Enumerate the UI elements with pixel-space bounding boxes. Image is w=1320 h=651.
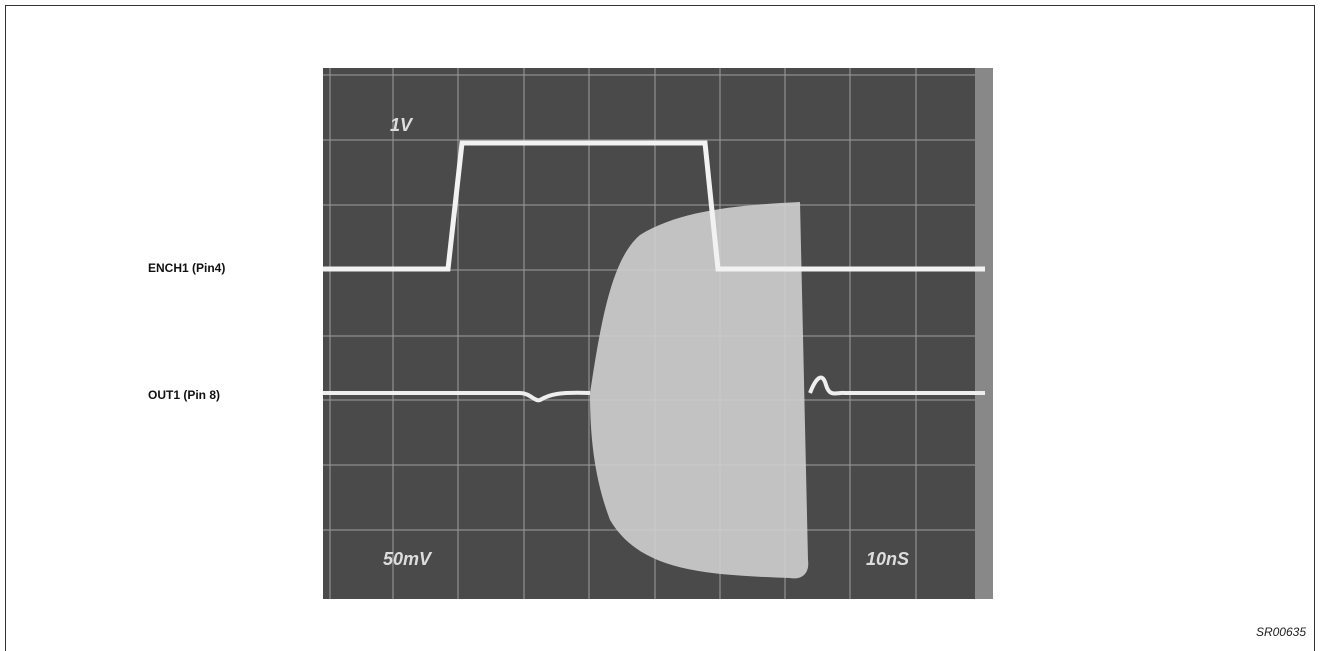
out1-envelope xyxy=(590,202,809,579)
scope-screen: 1V 50mV 10nS xyxy=(323,68,993,599)
time-scale: 10nS xyxy=(866,549,909,569)
ench1-trace xyxy=(323,140,985,272)
out1-label: OUT1 (Pin 8) xyxy=(148,388,220,402)
figure-id: SR00635 xyxy=(1256,625,1306,639)
ch1-scale: 1V xyxy=(390,115,414,135)
out1-trace xyxy=(323,375,985,403)
screen-edge xyxy=(975,68,993,599)
frame xyxy=(5,5,1315,651)
ch2-scale: 50mV xyxy=(383,549,433,569)
ench1-label: ENCH1 (Pin4) xyxy=(148,261,225,275)
